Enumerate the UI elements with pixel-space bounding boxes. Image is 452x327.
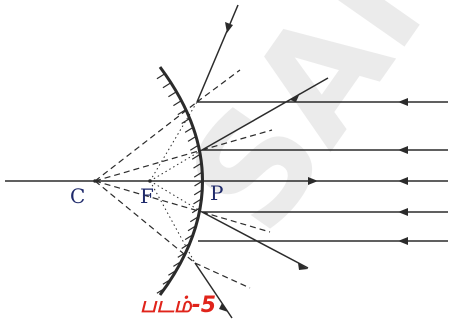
mirror-hatch xyxy=(168,91,177,98)
watermark-text: SAMPLE xyxy=(155,0,452,262)
axis-arrow xyxy=(308,177,318,185)
mirror-hatch xyxy=(193,162,202,169)
mirror-hatch xyxy=(193,171,203,178)
mirror-hatch xyxy=(184,234,194,241)
extension-lines-to-c xyxy=(94,69,273,289)
label-c: C xyxy=(70,184,85,208)
mirror-hatch xyxy=(184,126,194,133)
mirror-hatch xyxy=(193,198,202,205)
mirror-hatch xyxy=(168,269,177,276)
mirror-hatch xyxy=(173,100,182,107)
label-f: F xyxy=(140,184,154,208)
mirror-hatch xyxy=(187,135,197,142)
mirror-hatch xyxy=(193,189,203,196)
mirror-hatch xyxy=(181,117,191,125)
point-f-marker xyxy=(148,179,152,183)
mirror-hatch xyxy=(156,287,166,294)
incident-arrows xyxy=(398,98,408,245)
mirror-hatch xyxy=(194,180,203,187)
mirror-hatch xyxy=(177,251,187,258)
mirror-hatch xyxy=(162,278,172,285)
focal-dotted-lines xyxy=(149,101,203,264)
convex-mirror xyxy=(156,66,204,296)
mirror-hatch xyxy=(177,109,187,116)
mirror-hatch xyxy=(173,260,182,267)
mirror-hatch xyxy=(189,144,199,151)
label-p: P xyxy=(210,181,223,205)
mirror-hatch xyxy=(181,242,191,250)
point-c-marker xyxy=(93,179,97,183)
reflected-rays xyxy=(194,4,329,319)
mirror-hatch xyxy=(156,73,166,80)
mirror-hatch xyxy=(187,225,197,232)
reflected-arrows xyxy=(219,22,308,312)
mirror-hatch xyxy=(189,216,199,223)
mirror-hatch xyxy=(191,153,201,160)
mirror-hatch xyxy=(162,82,172,89)
figure-caption: படம்-5 xyxy=(140,293,216,318)
